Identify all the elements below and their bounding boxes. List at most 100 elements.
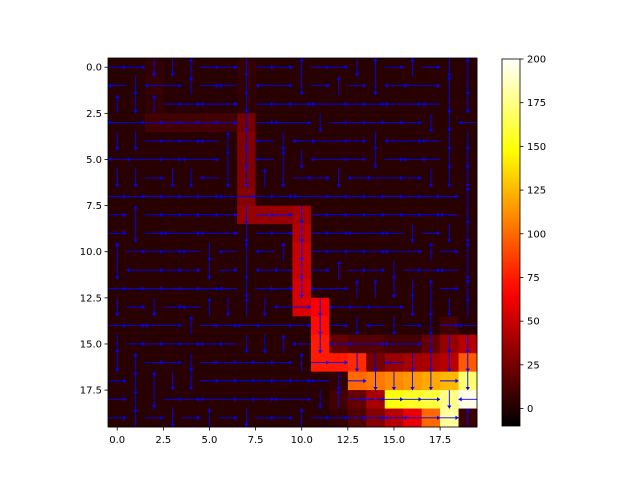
- direction-arrow: [465, 76, 470, 95]
- direction-arrow: [292, 194, 311, 199]
- direction-arrow: [384, 304, 404, 310]
- direction-arrow: [403, 194, 422, 199]
- direction-arrow: [144, 323, 164, 328]
- direction-arrow: [347, 212, 367, 218]
- direction-arrow: [200, 341, 219, 347]
- direction-arrow: [181, 415, 201, 420]
- direction-arrow: [133, 131, 138, 151]
- direction-arrow: [403, 138, 422, 144]
- direction-arrow: [366, 175, 385, 181]
- direction-arrow: [163, 120, 182, 125]
- direction-arrow: [151, 371, 157, 391]
- colorbar-tick-label: 125: [527, 186, 546, 197]
- direction-arrow: [281, 242, 286, 261]
- y-tick-label: 7.5: [86, 201, 102, 212]
- direction-arrow: [292, 397, 311, 402]
- direction-arrow: [144, 138, 164, 144]
- direction-arrow: [428, 242, 434, 261]
- direction-arrow: [144, 157, 164, 162]
- direction-arrow: [384, 157, 404, 162]
- direction-arrow: [255, 267, 275, 273]
- direction-arrow: [421, 194, 441, 199]
- direction-arrow: [440, 267, 459, 273]
- direction-arrow: [428, 279, 434, 298]
- direction-arrow: [244, 297, 249, 317]
- direction-arrow: [299, 353, 304, 372]
- y-tick-label: 15.0: [80, 339, 102, 350]
- direction-arrow: [244, 242, 249, 261]
- direction-arrow: [458, 397, 477, 402]
- direction-arrow: [329, 341, 348, 347]
- direction-arrow: [403, 83, 422, 88]
- direction-arrow: [218, 120, 238, 125]
- direction-arrow: [255, 397, 275, 402]
- direction-arrow: [366, 323, 385, 328]
- direction-arrow: [366, 194, 385, 199]
- direction-arrow: [274, 267, 293, 273]
- direction-arrow: [274, 83, 293, 88]
- colorbar-tick-label: 150: [527, 142, 546, 153]
- y-tick-label: 12.5: [80, 293, 102, 304]
- direction-arrow: [274, 397, 293, 402]
- direction-arrow: [347, 120, 367, 125]
- direction-arrow: [144, 83, 164, 88]
- direction-arrow: [108, 397, 127, 402]
- direction-arrow: [329, 157, 348, 162]
- direction-arrow: [237, 323, 256, 328]
- direction-arrow: [163, 138, 182, 144]
- direction-arrow: [108, 120, 127, 125]
- direction-arrow: [262, 297, 268, 317]
- direction-arrow: [188, 371, 194, 391]
- direction-arrow: [347, 231, 367, 236]
- direction-arrow: [163, 249, 182, 254]
- direction-arrow: [347, 415, 367, 420]
- direction-arrow: [354, 279, 360, 298]
- direction-arrow: [329, 286, 348, 291]
- direction-arrow: [108, 231, 127, 236]
- y-tick-label: 0.0: [86, 63, 102, 74]
- direction-arrow: [281, 334, 286, 354]
- direction-arrow: [310, 231, 330, 236]
- direction-arrow: [181, 304, 201, 310]
- direction-arrow: [163, 83, 182, 88]
- direction-arrow: [181, 341, 201, 347]
- direction-arrow: [292, 323, 311, 328]
- direction-arrow: [292, 304, 311, 310]
- direction-arrow: [347, 157, 367, 162]
- direction-arrow: [329, 323, 348, 328]
- direction-arrow: [274, 360, 293, 365]
- direction-arrow: [292, 341, 311, 347]
- direction-arrow: [170, 168, 175, 188]
- direction-arrow: [170, 408, 175, 427]
- direction-arrow: [403, 341, 422, 347]
- x-tick-label: 5.0: [202, 435, 218, 446]
- direction-arrow: [218, 360, 238, 365]
- direction-arrow: [255, 231, 275, 236]
- direction-arrow: [373, 76, 378, 95]
- direction-arrow: [218, 397, 238, 402]
- direction-arrow: [310, 360, 330, 365]
- direction-arrow: [292, 120, 311, 125]
- direction-arrow: [347, 397, 367, 402]
- direction-arrow: [310, 175, 330, 181]
- direction-arrow: [181, 194, 201, 199]
- direction-arrow: [373, 150, 378, 169]
- direction-arrow: [133, 168, 138, 188]
- direction-arrow: [255, 212, 275, 218]
- heatmap-cells: [108, 58, 478, 428]
- direction-arrow: [440, 194, 459, 199]
- direction-arrow: [403, 323, 422, 328]
- direction-arrow: [200, 194, 219, 199]
- direction-arrow: [373, 131, 378, 151]
- direction-arrow: [133, 390, 138, 409]
- direction-arrow: [244, 58, 249, 77]
- direction-arrow: [299, 58, 304, 77]
- direction-arrow: [299, 150, 304, 169]
- direction-arrow: [440, 286, 459, 291]
- direction-arrow: [274, 194, 293, 199]
- direction-arrow: [188, 316, 194, 335]
- direction-arrow: [336, 168, 341, 188]
- direction-arrow: [181, 212, 201, 218]
- direction-arrow: [255, 101, 275, 107]
- direction-arrow: [244, 279, 249, 298]
